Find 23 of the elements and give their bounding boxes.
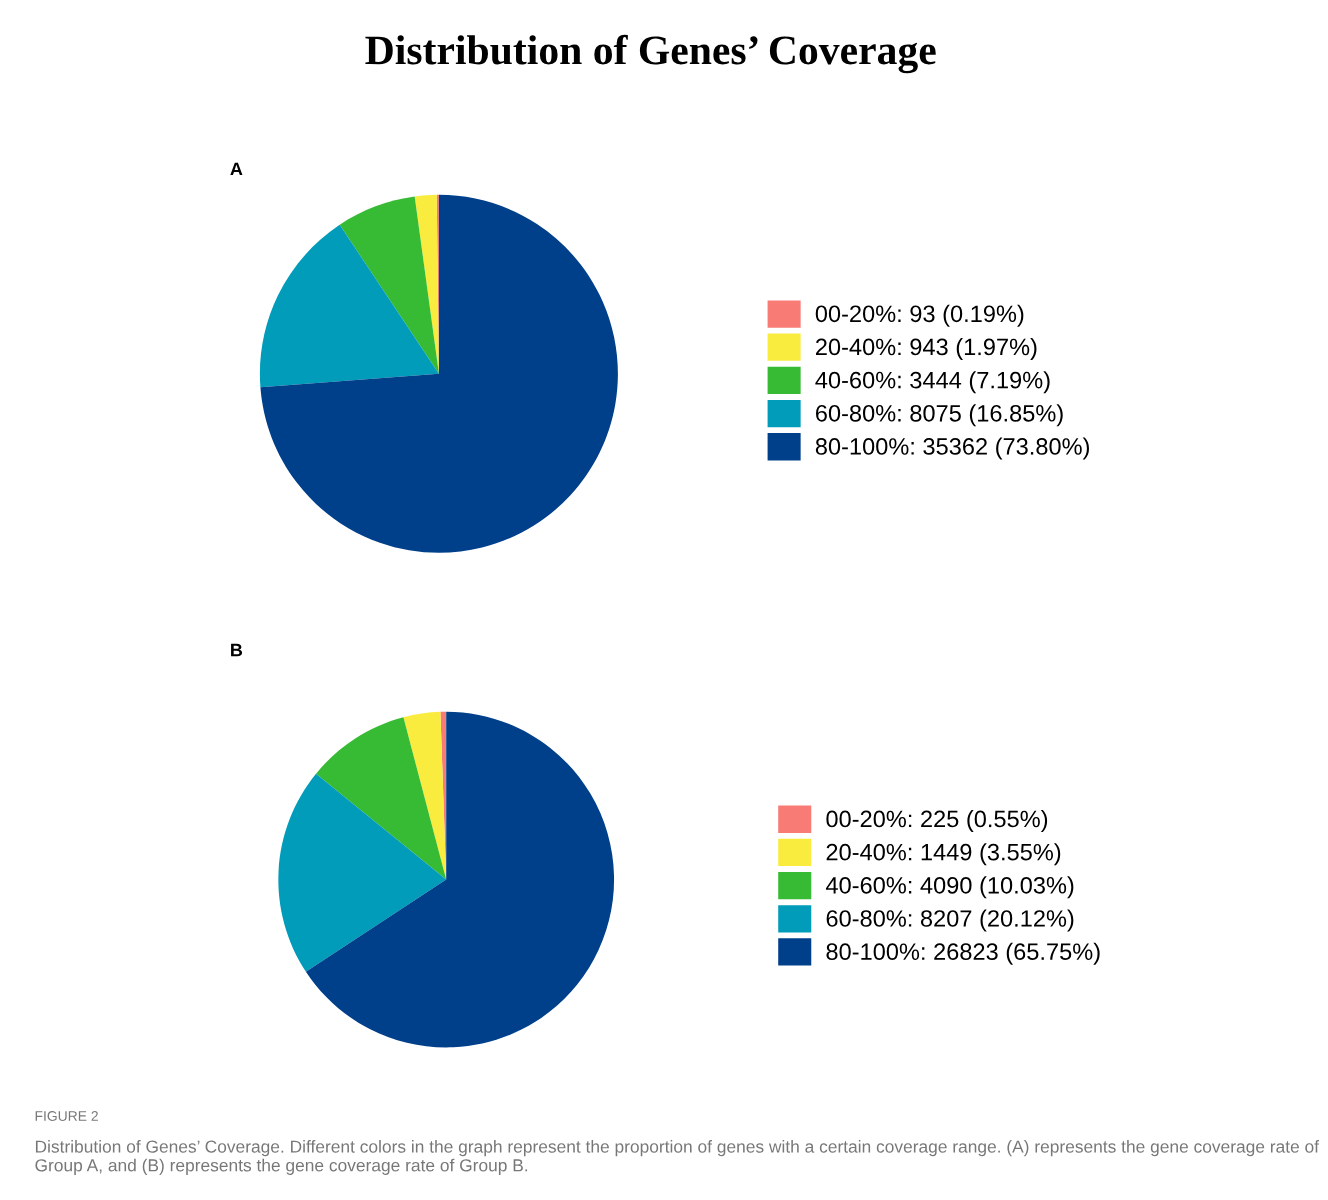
- pie-slice: [305, 711, 615, 1048]
- legend-label: 60-80%: 8207 (20.12%): [826, 909, 1074, 932]
- legend-label: 40-60%: 4090 (10.03%): [825, 876, 1074, 899]
- text: A: [230, 162, 243, 176]
- text: B: [231, 643, 243, 657]
- legend-label: 40-60%: 3444 (7.19%): [815, 371, 1050, 394]
- legend-label: 20-40%: 1449 (3.55%): [826, 843, 1061, 866]
- pie-slice: [414, 194, 439, 374]
- pie-slice: [260, 194, 618, 553]
- legend-label: 00-20%: 225 (0.55%): [826, 809, 1048, 832]
- legend-label: 20-40%: 943 (1.97%): [816, 337, 1037, 360]
- pie-slice: [316, 717, 447, 880]
- legend-label: 00-20%: 93 (0.19%): [815, 304, 1024, 327]
- legend-label: 60-80%: 8075 (16.85%): [816, 404, 1063, 427]
- text: Distribution of Genes’ Coverage. Different colors in the graph represent the proportion of genes with a certain coverage range. (A) represents the gene coverage rate of Group A, and (B) represents the gene coverage rate of Group B.: [35, 1140, 1320, 1175]
- pie-slice: [278, 773, 447, 972]
- caption: FIGURE 2: [35, 1111, 98, 1121]
- pie-slice: [339, 196, 439, 374]
- legend-label: 80-100%: 26823 (65.75%): [826, 942, 1100, 965]
- pie-slice: [259, 224, 439, 388]
- chart-title: Distribution of Genes’ Coverage: [365, 34, 936, 74]
- legend-label: 80-100%: 35362 (73.80%): [815, 437, 1089, 460]
- pie-slice: [403, 711, 447, 880]
